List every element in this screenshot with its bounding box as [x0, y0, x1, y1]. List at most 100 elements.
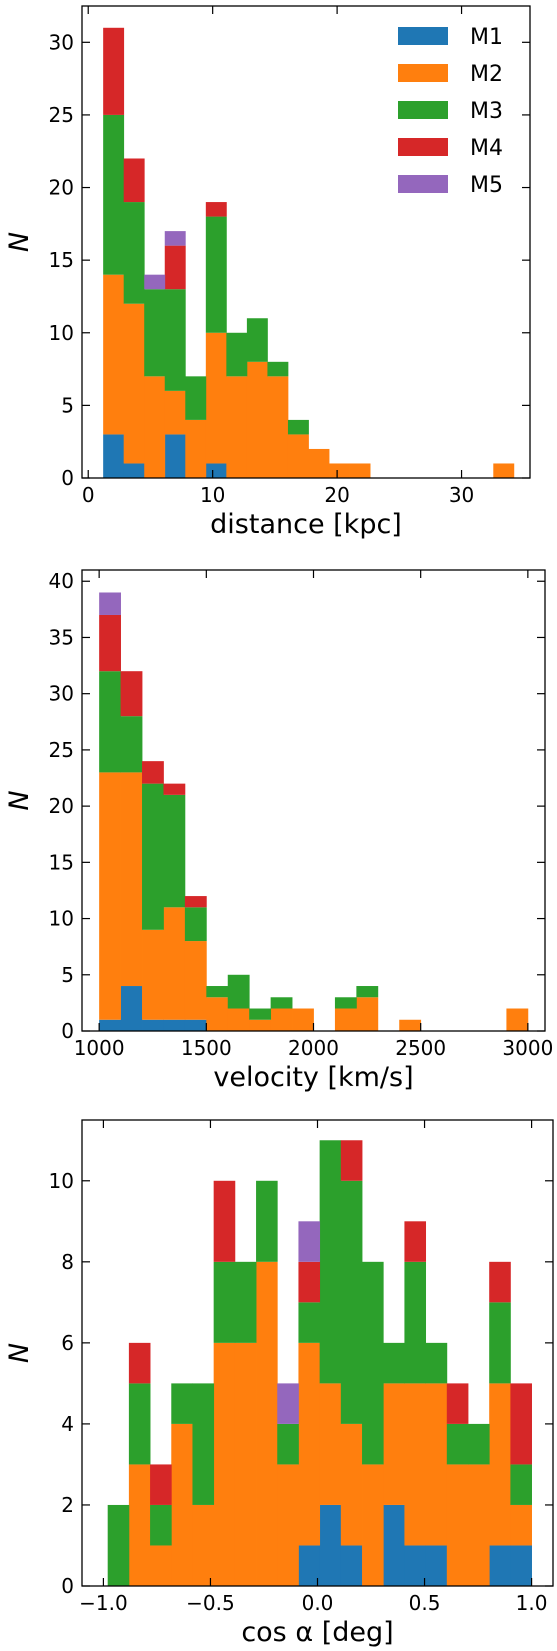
bar-m2-bin-11 [329, 463, 350, 478]
bar-m3-bin-1 [123, 202, 145, 304]
series-m5 [277, 1221, 321, 1424]
y-tick-label: 25 [49, 103, 74, 127]
x-tick-label: 20 [324, 483, 349, 507]
bar-m3-bin-13 [383, 1342, 405, 1384]
bar-m4-bin-16 [446, 1383, 469, 1424]
bar-m2-bin-12 [349, 463, 371, 478]
bar-m3-bin-4 [192, 1383, 215, 1505]
bar-m3-bin-8 [267, 361, 289, 377]
bar-m1-bin-14 [404, 1545, 427, 1586]
series-m5 [144, 231, 186, 290]
bar-m4-bin-9 [298, 1261, 321, 1303]
chart-panel-3: −1.0 −0.5 0.0 0.5 1.0 0 2 4 6 8 10 cos α [deg] N [4, 1119, 554, 1648]
bar-m2-bin-1 [120, 772, 143, 987]
bar-m2-bin-7 [249, 1019, 272, 1031]
y-tick-label: 30 [49, 30, 74, 54]
x-tick-label: −0.5 [186, 1591, 235, 1615]
bar-m3-bin-2 [150, 1504, 172, 1546]
y-axis-label: N [4, 232, 35, 252]
bar-m2-bin-1 [123, 303, 145, 464]
bar-m3-bin-4 [185, 376, 207, 420]
bar-m1-bin-0 [99, 1019, 121, 1031]
bar-m3-bin-3 [164, 289, 186, 391]
bar-m2-bin-13 [383, 1383, 405, 1505]
series-m4 [128, 1140, 532, 1505]
bar-m2-bin-2 [150, 1545, 172, 1586]
bar-m2-bin-10 [308, 448, 330, 478]
bar-m4-bin-5 [213, 1180, 236, 1262]
chart-panel-2: 1000 1500 2000 2500 3000 0 5 10 15 20 25 30 35 40 velo… [4, 569, 553, 1093]
y-axis-label: N [4, 1343, 35, 1363]
series-m2 [128, 1261, 532, 1586]
bar-m2-bin-11 [340, 1423, 363, 1546]
bar-m2-bin-4 [184, 941, 207, 1020]
bar-m1-bin-10 [319, 1504, 342, 1586]
bar-m4-bin-2 [150, 1464, 172, 1505]
bar-m1-bin-2 [142, 1019, 164, 1031]
x-tick-label: 0.0 [302, 1591, 334, 1615]
series-m1 [298, 1504, 532, 1586]
bar-m4-bin-1 [128, 1342, 151, 1384]
bar-m4-bin-0 [99, 614, 121, 672]
bar-m3-bin-1 [128, 1383, 151, 1465]
bar-m2-bin-12 [356, 997, 379, 1031]
bar-m3-bin-9 [298, 1302, 321, 1343]
bar-m3-bin-11 [340, 1180, 363, 1424]
bar-m2-bin-19 [510, 1504, 532, 1546]
series-m5 [99, 592, 121, 615]
y-tick-label: 5 [61, 963, 74, 987]
y-tick-label: 15 [49, 850, 74, 874]
bar-m4-bin-1 [123, 158, 145, 203]
legend-label-m1: M1 [470, 25, 503, 50]
bar-m3-bin-8 [270, 997, 293, 1009]
bar-m4-bin-1 [120, 671, 143, 717]
legend-swatch-m1 [398, 27, 448, 45]
y-tick-label: 2 [61, 1493, 74, 1517]
bar-m1-bin-1 [120, 986, 143, 1031]
bar-m1-bin-4 [184, 1019, 207, 1031]
y-tick-label: 0 [61, 1019, 74, 1043]
bar-m2-bin-1 [128, 1464, 151, 1586]
axes-frame [81, 5, 531, 479]
bar-m3-bin-12 [362, 1261, 384, 1465]
bar-m5-bin-2 [144, 274, 166, 290]
bar-m3-bin-1 [120, 716, 143, 773]
bar-m3-bin-6 [226, 332, 248, 377]
bar-m3-bin-19 [510, 1464, 532, 1505]
bar-m4-bin-3 [163, 783, 186, 795]
legend-swatch-m3 [398, 101, 448, 119]
bar-m3-bin-11 [334, 997, 357, 1009]
y-tick-label: 15 [49, 248, 74, 272]
bar-m2-bin-18 [489, 1383, 511, 1546]
x-tick-label: 1.0 [516, 1591, 548, 1615]
bar-m2-bin-2 [142, 929, 164, 1020]
x-axis-label: distance [kpc] [210, 509, 402, 540]
y-tick-label: 5 [61, 393, 74, 417]
bar-m2-bin-15 [425, 1383, 448, 1546]
series-m1 [103, 434, 227, 478]
bar-m5-bin-8 [277, 1383, 299, 1424]
y-tick-label: 10 [49, 1169, 74, 1193]
bar-m2-bin-9 [298, 1342, 321, 1546]
bar-m2-bin-5 [205, 332, 227, 464]
bar-m1-bin-3 [164, 434, 186, 478]
y-tick-label: 20 [49, 176, 74, 200]
series-m2 [103, 274, 515, 478]
x-tick-label: 1500 [181, 1036, 232, 1060]
bar-m2-bin-17 [468, 1464, 490, 1586]
legend-swatch-m4 [398, 138, 448, 156]
bar-m4-bin-3 [164, 245, 186, 290]
bar-m2-bin-8 [267, 376, 289, 478]
bar-m2-bin-7 [246, 361, 268, 478]
series-m4 [99, 614, 207, 908]
x-tick-label: 30 [449, 483, 474, 507]
bar-m2-bin-9 [292, 1008, 314, 1031]
legend-label-m4: M4 [470, 136, 503, 161]
bar-m1-bin-1 [123, 463, 145, 478]
bar-m4-bin-2 [142, 761, 164, 784]
bar-m3-bin-16 [446, 1423, 469, 1465]
bar-m3-bin-5 [206, 986, 229, 998]
bar-m2-bin-4 [192, 1504, 215, 1586]
bar-m2-bin-14 [404, 1383, 427, 1546]
bar-m4-bin-5 [205, 202, 227, 217]
